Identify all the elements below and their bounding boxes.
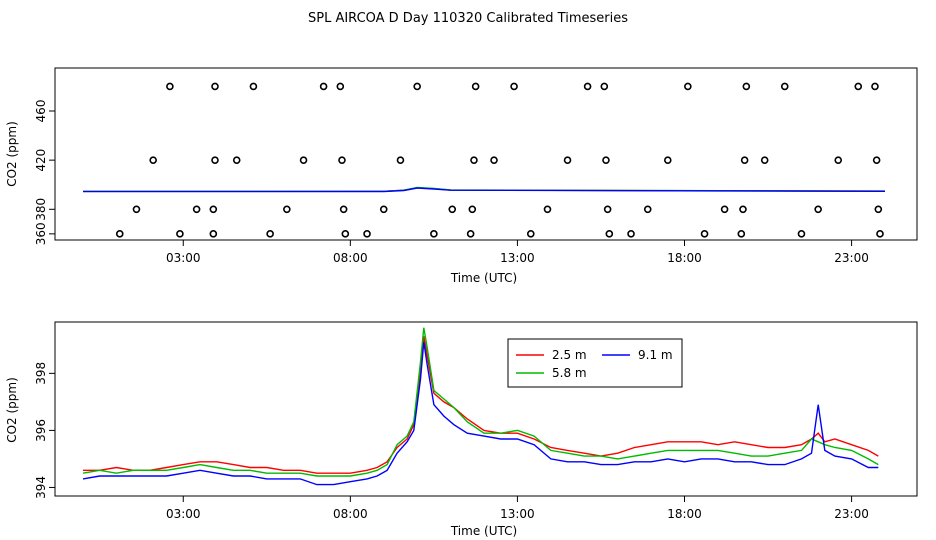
bottom-panel: Time (UTC) CO2 (ppm) 03:00 08:00 13:00 18:0…	[5, 321, 918, 538]
data-point	[700, 230, 709, 238]
data-point	[876, 230, 884, 238]
data-point	[379, 205, 388, 214]
data-point	[192, 205, 201, 214]
data-point	[583, 82, 592, 91]
data-point	[448, 205, 457, 214]
data-point	[871, 82, 879, 91]
x-tick-label: 18:00	[667, 251, 702, 265]
data-point	[720, 205, 729, 214]
data-point	[605, 230, 614, 238]
x-tick-label: 23:00	[834, 507, 869, 521]
data-point	[249, 82, 258, 91]
legend-label: 9.1 m	[638, 348, 673, 362]
data-point	[490, 156, 498, 164]
data-point	[874, 205, 883, 214]
data-point	[603, 205, 612, 214]
x-tick-label: 13:00	[500, 251, 535, 265]
data-point	[663, 156, 672, 164]
data-point	[643, 205, 652, 214]
data-point	[115, 230, 124, 238]
data-point	[780, 82, 789, 91]
y-tick-label: 360	[34, 222, 48, 245]
top-panel: Time (UTC) CO2 (ppm) 03:00 08:00 13:00 18:0…	[5, 67, 918, 285]
data-point	[209, 230, 218, 238]
data-point	[166, 82, 174, 91]
y-tick-label: 380	[34, 198, 48, 221]
series-line	[83, 336, 879, 474]
data-point	[339, 205, 348, 214]
data-point	[396, 156, 405, 164]
data-point	[209, 205, 218, 214]
data-point	[684, 82, 692, 91]
data-point	[471, 82, 480, 91]
data-point	[470, 156, 478, 164]
data-point	[814, 205, 822, 214]
data-point	[872, 156, 881, 164]
y-tick-label: 420	[34, 149, 48, 172]
y-tick-label: 460	[34, 100, 48, 123]
data-point	[834, 156, 843, 164]
data-point	[211, 82, 219, 91]
data-point	[338, 156, 346, 164]
data-point	[176, 230, 184, 238]
data-point	[336, 82, 345, 91]
legend-box	[507, 338, 683, 388]
data-point	[797, 230, 806, 238]
data-point	[430, 230, 438, 238]
bottom-x-axis-label: Time (UTC)	[450, 524, 517, 538]
x-tick-label: 03:00	[166, 251, 201, 265]
top-plot-frame	[54, 67, 918, 241]
data-point	[283, 205, 291, 214]
data-point	[602, 156, 610, 164]
data-point	[132, 205, 141, 214]
y-tick-label: 394	[34, 476, 48, 499]
data-point	[232, 156, 241, 164]
y-tick-label: 398	[34, 362, 48, 385]
x-tick-label: 03:00	[166, 507, 201, 521]
legend-label: 5.8 m	[552, 366, 587, 380]
legend-label: 2.5 m	[552, 348, 587, 362]
data-point	[211, 156, 219, 164]
series-line	[82, 187, 886, 193]
legend: 2.5 m 5.8 m 9.1 m	[507, 338, 683, 388]
data-point	[363, 230, 371, 238]
series-line	[82, 341, 879, 486]
data-point	[627, 230, 635, 238]
data-point	[526, 230, 535, 238]
bottom-y-axis-label: CO2 (ppm)	[5, 377, 19, 443]
data-point	[468, 205, 477, 214]
data-point	[543, 205, 552, 214]
x-tick-label: 18:00	[667, 507, 702, 521]
data-point	[341, 230, 350, 238]
x-tick-label: 08:00	[333, 507, 368, 521]
data-point	[760, 156, 769, 164]
chart-title: SPL AIRCOA D Day 110320 Calibrated Times…	[308, 11, 628, 26]
data-point	[739, 205, 747, 214]
data-point	[737, 230, 746, 238]
data-point	[299, 156, 308, 164]
data-point	[563, 156, 572, 164]
top-y-axis-label: CO2 (ppm)	[5, 121, 19, 187]
x-tick-label: 08:00	[333, 251, 368, 265]
y-tick-label: 396	[34, 419, 48, 442]
data-point	[466, 230, 475, 238]
bottom-plot-frame	[54, 321, 918, 497]
data-point	[742, 82, 751, 91]
data-point	[413, 82, 421, 91]
series-line	[82, 327, 879, 477]
x-tick-label: 13:00	[500, 507, 535, 521]
data-point	[149, 156, 157, 164]
data-point	[854, 82, 863, 91]
data-point	[266, 230, 274, 238]
data-point	[600, 82, 609, 91]
data-point	[740, 156, 749, 164]
data-point	[319, 82, 328, 91]
data-point	[510, 82, 518, 91]
x-tick-label: 23:00	[834, 251, 869, 265]
top-x-axis-label: Time (UTC)	[450, 271, 517, 285]
